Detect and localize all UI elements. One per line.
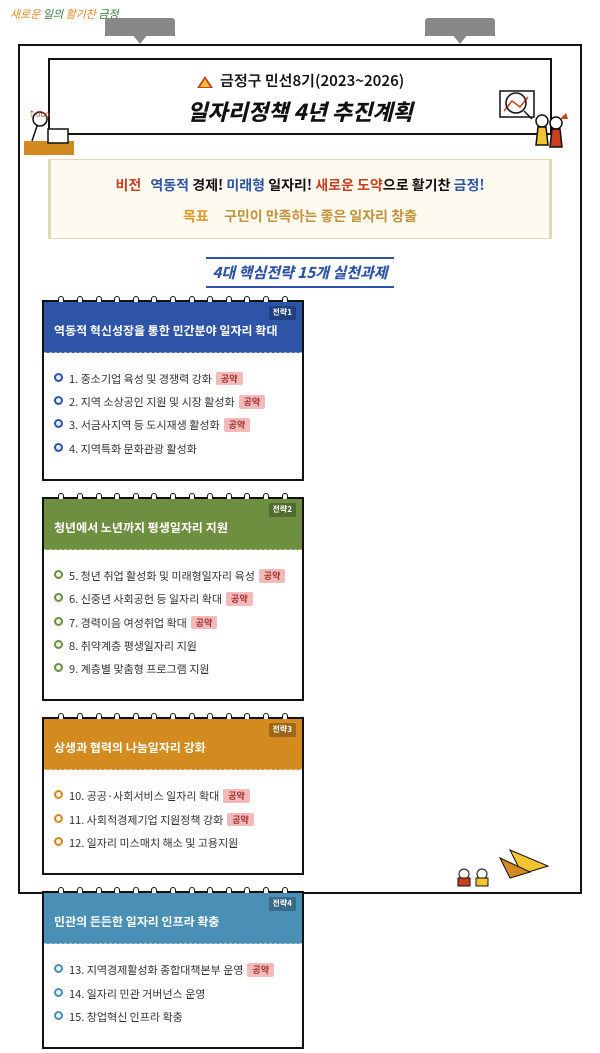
strategy-tag: 전략3 <box>269 723 296 737</box>
main-board: 금정구 민선8기(2023~2026) 일자리정책 4년 추진계획 ↑0oo 비… <box>18 44 582 894</box>
task-list: 10. 공공·사회서비스 일자리 확대공약 11. 사회적경제기업 지원정책 강화… <box>44 770 302 850</box>
task-text: 1. 중소기업 육성 및 경쟁력 강화공약 <box>69 372 292 386</box>
strategy-card-3: 전략3상생과 협력의 나눔일자리 강화10. 공공·사회서비스 일자리 확대공약… <box>42 717 304 875</box>
pledge-badge: 공약 <box>247 963 274 977</box>
bullet-dot <box>54 443 63 452</box>
pledge-badge: 공약 <box>224 418 251 432</box>
top-logo: 새로운 일의 활기찬 금정 <box>10 6 119 22</box>
task-text: 13. 지역경제활성화 종합대책본부 운영공약 <box>69 963 292 977</box>
card-header: 전략2청년에서 노년까지 평생일자리 지원 <box>44 499 302 550</box>
task-item: 4. 지역특화 문화관광 활성화 <box>54 442 292 456</box>
task-item: 15. 창업혁신 인프라 확충 <box>54 1010 292 1024</box>
task-item: 12. 일자리 미스매치 해소 및 고용지원 <box>54 836 292 850</box>
goal-text: 구민이 만족하는 좋은 일자리 창출 <box>224 206 417 226</box>
task-item: 7. 경력이음 여성취업 확대공약 <box>54 616 292 630</box>
bullet-dot <box>54 663 63 672</box>
bullet-dot <box>54 988 63 997</box>
goal-label: 목표 <box>183 206 209 226</box>
task-text: 12. 일자리 미스매치 해소 및 고용지원 <box>69 836 292 850</box>
task-list: 1. 중소기업 육성 및 경쟁력 강화공약 2. 지역 소상공인 지원 및 시장 … <box>44 353 302 456</box>
card-header: 전략3상생과 협력의 나눔일자리 강화 <box>44 719 302 770</box>
pledge-badge: 공약 <box>226 592 253 606</box>
bullet-dot <box>54 570 63 579</box>
task-item: 3. 서금사지역 등 도시재생 활성화공약 <box>54 418 292 432</box>
pledge-badge: 공약 <box>223 789 250 803</box>
bullet-dot <box>54 593 63 602</box>
pledge-badge: 공약 <box>191 616 218 630</box>
task-item: 6. 신중년 사회공헌 등 일자리 확대공약 <box>54 592 292 606</box>
task-item: 14. 일자리 민관 거버넌스 운영 <box>54 987 292 1001</box>
bullet-dot <box>54 396 63 405</box>
task-text: 9. 계층별 맞춤형 프로그램 지원 <box>69 662 292 676</box>
bullet-dot <box>54 419 63 428</box>
vision-line: 비전 역동적 경제! 미래형 일자리! 새로운 도약으로 활기찬 금정! <box>59 174 541 198</box>
task-item: 5. 청년 취업 활성화 및 미래형일자리 육성공약 <box>54 569 292 583</box>
task-text: 7. 경력이음 여성취업 확대공약 <box>69 616 292 630</box>
goal-line: 목표 구민이 만족하는 좋은 일자리 창출 <box>59 206 541 226</box>
task-text: 8. 취약계층 평생일자리 지원 <box>69 639 292 653</box>
strategy-card-4: 전략4민관의 든든한 일자리 인프라 확충13. 지역경제활성화 종합대책본부 … <box>42 891 304 1049</box>
task-text: 10. 공공·사회서비스 일자리 확대공약 <box>69 789 292 803</box>
pledge-badge: 공약 <box>216 372 243 386</box>
task-item: 10. 공공·사회서비스 일자리 확대공약 <box>54 789 292 803</box>
title-frame: 금정구 민선8기(2023~2026) 일자리정책 4년 추진계획 ↑0oo <box>48 58 552 135</box>
task-text: 6. 신중년 사회공헌 등 일자리 확대공약 <box>69 592 292 606</box>
task-item: 1. 중소기업 육성 및 경쟁력 강화공약 <box>54 372 292 386</box>
task-text: 5. 청년 취업 활성화 및 미래형일자리 육성공약 <box>69 569 292 583</box>
card-header: 전략1역동적 혁신성장을 통한 민간분야 일자리 확대 <box>44 302 302 353</box>
task-text: 2. 지역 소상공인 지원 및 시장 활성화공약 <box>69 395 292 409</box>
vision-box: 비전 역동적 경제! 미래형 일자리! 새로운 도약으로 활기찬 금정! 목표 … <box>48 159 552 239</box>
task-item: 9. 계층별 맞춤형 프로그램 지원 <box>54 662 292 676</box>
strategy-tag: 전략2 <box>269 503 296 517</box>
card-header: 전략4민관의 든든한 일자리 인프라 확충 <box>44 893 302 944</box>
strategy-tag: 전략1 <box>269 306 296 320</box>
task-text: 15. 창업혁신 인프라 확충 <box>69 1010 292 1024</box>
deco-person-chart <box>498 89 568 155</box>
pledge-badge: 공약 <box>227 813 254 827</box>
org-name: 금정구 <box>220 70 261 91</box>
deco-footer <box>440 848 550 888</box>
subhead: 4대 핵심전략 15개 실천과제 <box>20 257 580 288</box>
bullet-dot <box>54 964 63 973</box>
task-item: 2. 지역 소상공인 지원 및 시장 활성화공약 <box>54 395 292 409</box>
bullet-dot <box>54 1011 63 1020</box>
bullet-dot <box>54 814 63 823</box>
title-main: 일자리정책 4년 추진계획 <box>58 95 542 127</box>
bullet-dot <box>54 373 63 382</box>
vision-label: 비전 <box>115 175 141 195</box>
task-text: 3. 서금사지역 등 도시재생 활성화공약 <box>69 418 292 432</box>
strategy-card-1: 전략1역동적 혁신성장을 통한 민간분야 일자리 확대1. 중소기업 육성 및 … <box>42 300 304 481</box>
task-text: 11. 사회적경제기업 지원정책 강화공약 <box>69 813 292 827</box>
task-text: 14. 일자리 민관 거버넌스 운영 <box>69 987 292 1001</box>
bullet-dot <box>54 617 63 626</box>
bullet-dot <box>54 837 63 846</box>
bullet-dot <box>54 640 63 649</box>
task-item: 11. 사회적경제기업 지원정책 강화공약 <box>54 813 292 827</box>
task-list: 13. 지역경제활성화 종합대책본부 운영공약 14. 일자리 민관 거버넌스 운… <box>44 944 302 1024</box>
strategy-tag: 전략4 <box>269 897 296 911</box>
logo-icon <box>196 75 214 89</box>
bullet-dot <box>54 790 63 799</box>
deco-person-laptop: ↑0oo <box>24 105 84 161</box>
title-line1: 금정구 민선8기(2023~2026) <box>58 70 542 91</box>
task-item: 13. 지역경제활성화 종합대책본부 운영공약 <box>54 963 292 977</box>
strategy-grid: 전략1역동적 혁신성장을 통한 민간분야 일자리 확대1. 중소기업 육성 및 … <box>20 300 580 1053</box>
pledge-badge: 공약 <box>259 569 286 583</box>
pledge-badge: 공약 <box>239 395 266 409</box>
task-text: 4. 지역특화 문화관광 활성화 <box>69 442 292 456</box>
svg-text:↑0oo: ↑0oo <box>28 109 50 120</box>
strategy-card-2: 전략2청년에서 노년까지 평생일자리 지원5. 청년 취업 활성화 및 미래형일… <box>42 497 304 701</box>
period: 민선8기(2023~2026) <box>265 70 404 91</box>
task-list: 5. 청년 취업 활성화 및 미래형일자리 육성공약 6. 신중년 사회공헌 등 … <box>44 550 302 676</box>
task-item: 8. 취약계층 평생일자리 지원 <box>54 639 292 653</box>
